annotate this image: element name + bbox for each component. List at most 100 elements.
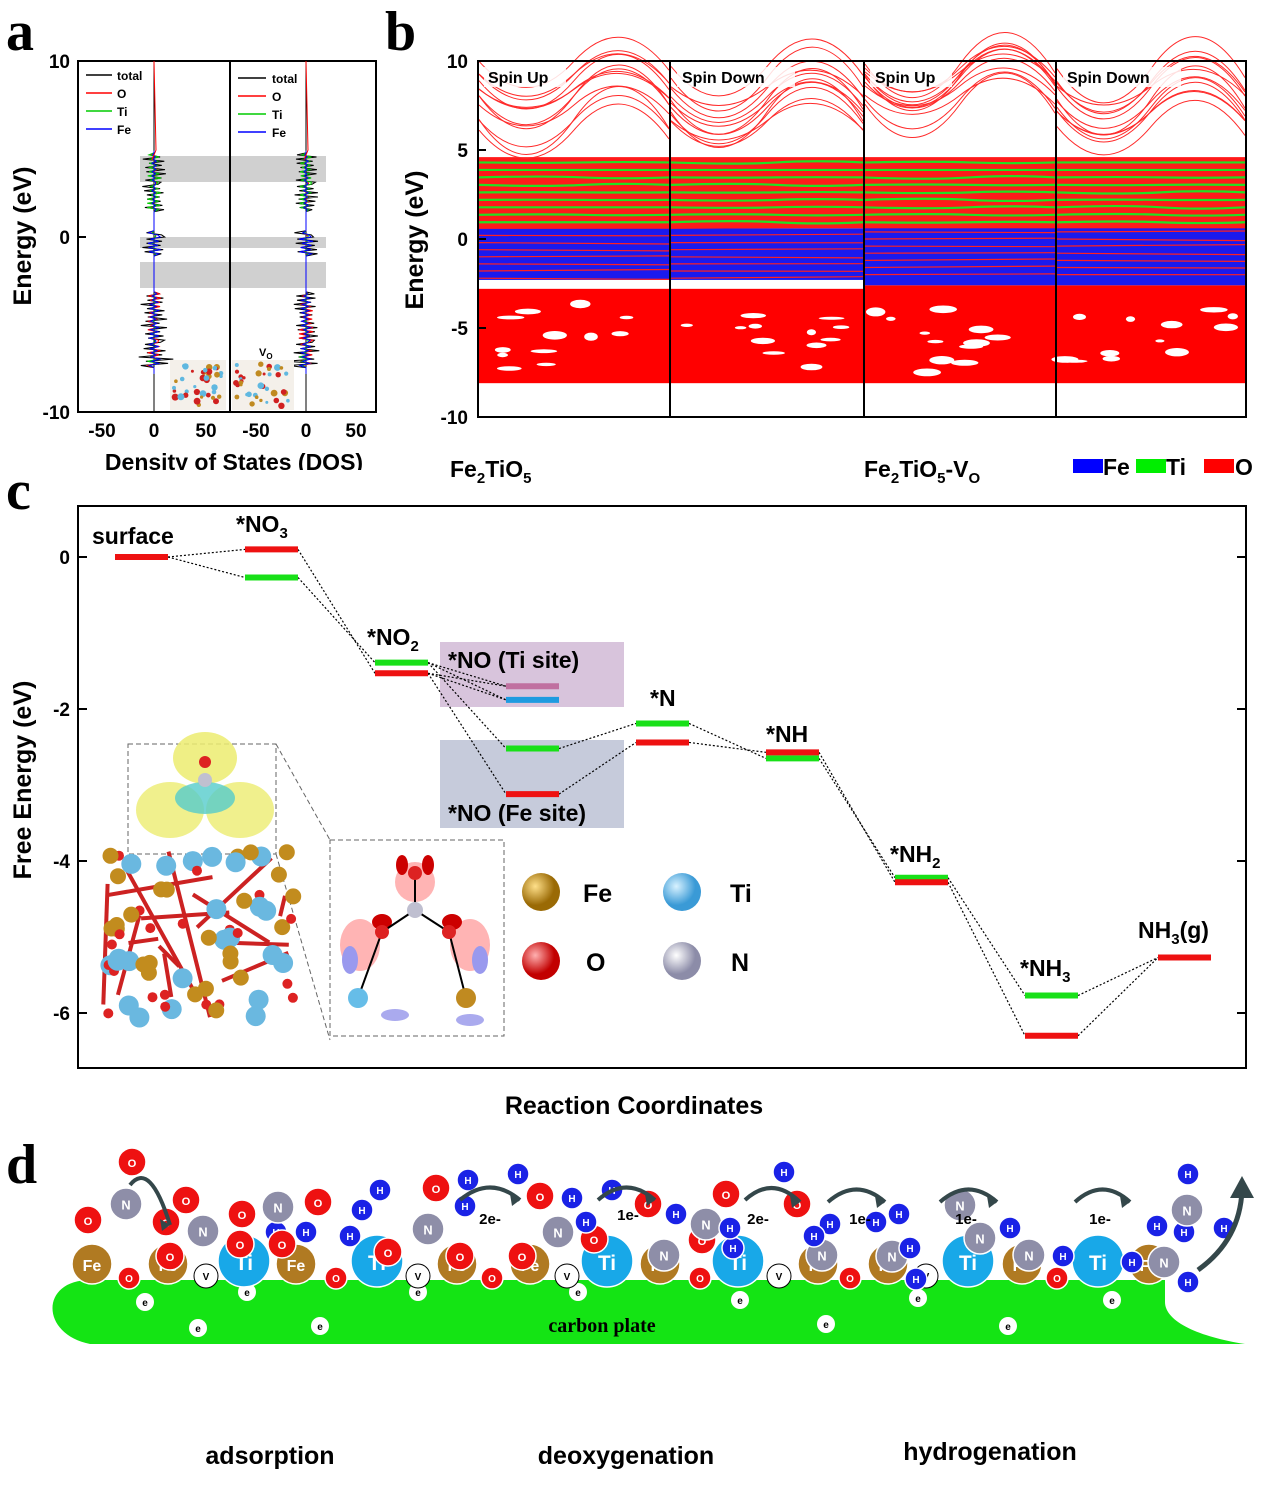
- crystal-atom: [254, 395, 259, 400]
- crystal-atom: [171, 393, 179, 401]
- crystal-atom: [267, 372, 272, 377]
- band-ti-line: [478, 175, 670, 180]
- adsorbate-n: [186, 1214, 220, 1248]
- band-upper-line: [1056, 76, 1246, 129]
- lattice-atom: [225, 852, 246, 873]
- arrow-head: [1120, 1196, 1130, 1208]
- dos-ytick-10: 10: [49, 52, 70, 73]
- band-gap-hole: [959, 344, 984, 349]
- lattice-atom: [236, 892, 253, 909]
- band-ylabel: Energy (eV): [401, 171, 429, 310]
- surface-atom-vo-label: V: [415, 1272, 422, 1283]
- adsorbate-h: [368, 1178, 392, 1202]
- lattice-atom: [202, 846, 223, 867]
- band-legend-o-swatch: [1204, 459, 1234, 473]
- adsorbate-n-label: N: [659, 1249, 668, 1264]
- adsorbate-h-label: H: [1006, 1224, 1013, 1235]
- band-ytick-5: 5: [457, 141, 468, 162]
- charge-map-inset: [329, 839, 505, 1037]
- adsorbate-o: [507, 1241, 537, 1271]
- desorption-arrow: [1196, 1189, 1245, 1273]
- crystal-atom: [265, 400, 269, 404]
- band-ti-line: [670, 190, 864, 194]
- adsorbate-n-label: N: [273, 1201, 282, 1216]
- band-ti-line: [670, 160, 864, 165]
- band-ti-line: [670, 182, 864, 187]
- state-n: *N: [650, 685, 676, 711]
- free-energy-chart: 0 -2 -4 -6 Free Energy (eV) Reaction Coo…: [9, 505, 1247, 1120]
- band-ti-line: [478, 160, 670, 164]
- lattice-atom: [262, 945, 283, 965]
- band-ti-line: [1056, 204, 1246, 210]
- atom-ti-label: Ti: [730, 880, 752, 908]
- crystal-atom: [210, 395, 216, 400]
- lattice-atom: [201, 999, 212, 1010]
- adsorbate-h: [506, 1162, 530, 1186]
- atom-n-swatch: [663, 942, 701, 980]
- adsorbate-o-label: O: [166, 1252, 175, 1264]
- band-line: [864, 231, 1056, 234]
- crystal-atom: [234, 369, 240, 374]
- dos-legend-ti-2: Ti: [272, 108, 282, 122]
- adsorbate-h: [1051, 1244, 1075, 1268]
- surface-atom-ti-label: Ti: [598, 1252, 616, 1275]
- adsorbate-o-label: O: [644, 1200, 653, 1212]
- surface-atom-o: [688, 1266, 712, 1290]
- adsorbate-h-label: H: [1220, 1224, 1227, 1235]
- electron: [311, 1317, 329, 1335]
- band-o-valence: [671, 288, 863, 384]
- adsorbate-o: [117, 1147, 147, 1177]
- lattice-atom: [156, 855, 177, 876]
- arrow-head: [645, 1194, 655, 1206]
- electron-count-label: 1e-: [849, 1211, 871, 1228]
- adsorbate-h-label: H: [672, 1210, 679, 1221]
- band-fe: [671, 228, 863, 280]
- panel-label-b: b: [385, 1, 417, 63]
- adsorbate-o: [445, 1241, 475, 1271]
- adsorbate-n-label: N: [553, 1226, 562, 1241]
- crystal-atom: [280, 389, 287, 395]
- band-ti-line: [478, 213, 670, 217]
- energy-link: [297, 577, 376, 664]
- band-line: [478, 249, 670, 252]
- band-ti-line: [864, 205, 1056, 210]
- electron-label: e: [737, 1296, 743, 1307]
- adsorbate-n-label: N: [887, 1250, 896, 1265]
- band-line: [1056, 238, 1246, 242]
- lattice-atom: [129, 1007, 150, 1028]
- material-fe2tio5-vo: Fe2TiO5-VO: [864, 456, 980, 487]
- electron-count-label: 2e-: [479, 1211, 501, 1228]
- band-ti-line: [1056, 220, 1246, 225]
- surface-atom-o-label: O: [846, 1274, 854, 1285]
- band-upper-line: [1056, 100, 1246, 156]
- band-ti-line: [1056, 183, 1246, 187]
- spin-down-label-2: Spin Down: [1067, 70, 1150, 87]
- band-gap-hole: [806, 342, 827, 349]
- band-line: [478, 277, 670, 280]
- adsorbate-n-label: N: [701, 1218, 710, 1233]
- crystal-atom: [172, 385, 176, 390]
- crystal-atom: [193, 397, 201, 405]
- band-gap-hole: [514, 308, 541, 315]
- material-fe2tio5: Fe2TiO5: [450, 456, 531, 487]
- lattice-atom: [102, 847, 119, 864]
- crystal-atom: [193, 388, 200, 396]
- adsorbate-h-label: H: [1184, 1278, 1191, 1289]
- lattice-atom: [222, 953, 239, 970]
- lattice-bond: [157, 944, 181, 968]
- spin-up-label-1: Spin Up: [488, 70, 549, 87]
- lattice-bond: [236, 941, 289, 947]
- band-upper-line: [864, 42, 1056, 112]
- state-nh2: *NH2: [890, 841, 941, 872]
- dos-curve-fe-1: [146, 150, 162, 374]
- band-legend-fe: Fe: [1103, 454, 1130, 480]
- electron: [1103, 1291, 1121, 1309]
- dos-legend-right: total O Ti Fe: [238, 72, 297, 140]
- surface-atom-vo-label: V: [564, 1272, 571, 1283]
- adsorbate-h-label: H: [514, 1170, 521, 1181]
- adsorbate-h-label: H: [582, 1218, 589, 1229]
- adsorbate-o-label: O: [432, 1184, 441, 1196]
- crystal-atom: [202, 367, 208, 373]
- energy-link: [818, 752, 896, 883]
- band-gap-hole: [929, 356, 955, 365]
